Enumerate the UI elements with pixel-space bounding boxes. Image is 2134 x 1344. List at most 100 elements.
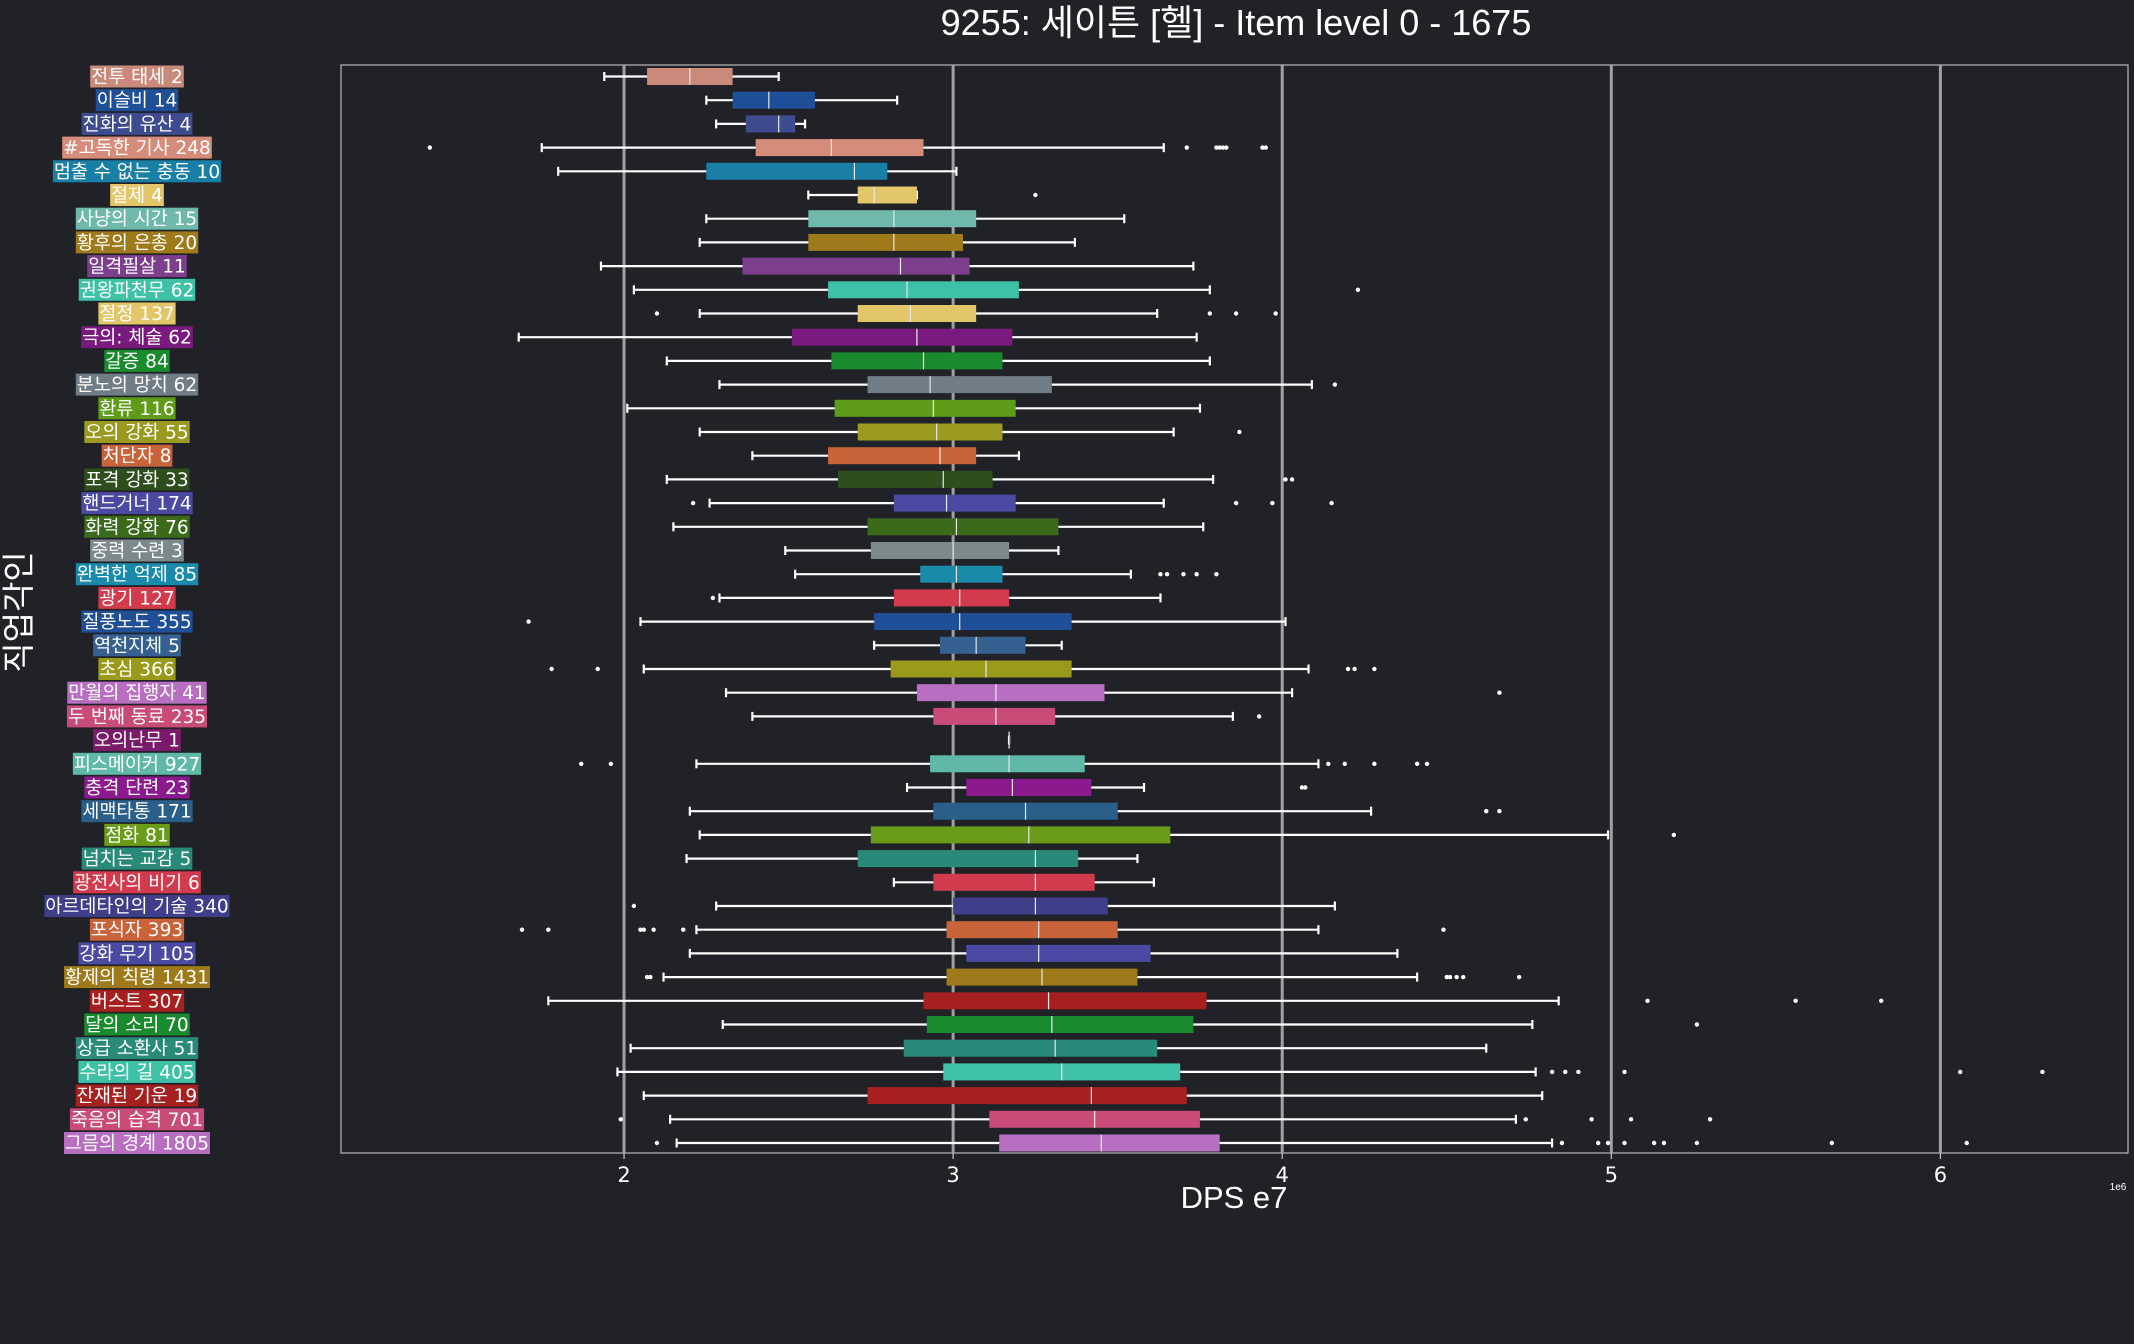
category-label: 광기 127 — [98, 586, 176, 609]
outlier-point — [1595, 1140, 1601, 1146]
category-label-bg — [72, 752, 202, 775]
plot-area — [340, 64, 2129, 1154]
outlier-point — [1707, 1117, 1713, 1122]
outlier-point — [1549, 1069, 1555, 1075]
outlier-point — [654, 311, 660, 316]
box-row — [631, 897, 1336, 915]
category-label-bg — [44, 895, 230, 917]
outlier-point — [1158, 572, 1163, 577]
outlier-point — [1220, 145, 1226, 150]
outlier-point — [1957, 1069, 1963, 1075]
category-label-bg — [81, 800, 193, 823]
iqr-box — [923, 992, 1207, 1010]
outlier-point — [1217, 145, 1222, 150]
category-label: 일격필살 11 — [87, 255, 187, 278]
category-label-text: 버스트 307 — [91, 991, 183, 1012]
category-label-text: 절제 4 — [111, 186, 163, 207]
iqr-box — [903, 1039, 1158, 1057]
outlier-point — [1207, 311, 1213, 316]
category-label-bg — [67, 681, 207, 704]
outlier-point — [1628, 1117, 1634, 1122]
category-label: 달의 소리 70 — [84, 1013, 190, 1036]
category-label-text: 세맥타통 171 — [82, 802, 191, 823]
category-label-bg — [81, 112, 193, 135]
outlier-point — [1622, 1069, 1627, 1075]
outlier-point — [1326, 761, 1331, 766]
category-label-text: 초심 366 — [99, 660, 174, 681]
category-label-bg — [78, 942, 196, 965]
category-label: 충격 단련 23 — [84, 776, 190, 799]
outlier-point — [1303, 785, 1308, 790]
iqr-box — [837, 470, 993, 488]
outlier-point — [1233, 500, 1239, 506]
category-label-bg — [104, 349, 170, 372]
outlier-point — [1878, 998, 1884, 1003]
category-label-text: 아르데타인의 기술 340 — [45, 897, 228, 918]
category-label: 점화 81 — [104, 823, 170, 846]
outlier-point — [1214, 145, 1219, 150]
category-label-text: #고독한 기사 248 — [63, 138, 211, 159]
iqr-box — [890, 660, 1072, 678]
category-label: 질풍노도 355 — [81, 610, 193, 633]
category-label: 피스메이커 927 — [72, 752, 202, 775]
iqr-box — [930, 755, 1085, 773]
category-label-bg — [64, 1132, 210, 1154]
category-label-bg — [93, 729, 181, 752]
box-row — [688, 802, 1502, 820]
iqr-box — [926, 1016, 1194, 1033]
outlier-point — [690, 500, 696, 506]
category-label: 넘치는 교감 5 — [81, 847, 193, 870]
box-row — [892, 873, 1155, 891]
category-label-bg — [73, 871, 201, 894]
outlier-point — [1454, 974, 1459, 980]
outlier-point — [1622, 1140, 1627, 1146]
outlier-point — [1033, 192, 1038, 198]
category-label-bg — [93, 634, 181, 657]
outlier-point — [1355, 287, 1361, 292]
outlier-point — [1414, 761, 1420, 766]
category-label-text: 절정 137 — [99, 304, 174, 325]
category-label: 만월의 집행자 41 — [67, 681, 207, 704]
iqr-box — [828, 281, 1019, 299]
category-label-bg — [101, 444, 173, 467]
box-row — [685, 850, 1139, 868]
category-label-bg — [98, 586, 176, 609]
x-tick-label: 2 — [617, 1163, 630, 1187]
outlier-point — [1444, 974, 1449, 980]
category-label-bg — [81, 492, 193, 515]
iqr-box — [732, 91, 815, 109]
box-row — [616, 1063, 2045, 1081]
box-row — [517, 328, 1198, 346]
category-label-text: 황제의 칙령 1431 — [65, 968, 209, 989]
box-row — [690, 494, 1334, 512]
x-axis-label: DPS e7 — [1181, 1180, 1288, 1215]
outlier-point — [1605, 1140, 1611, 1146]
box-row — [698, 826, 1677, 844]
category-label-text: 환류 116 — [99, 399, 174, 420]
category-label-text: 강화 무기 105 — [79, 944, 194, 965]
category-label: 극의: 체술 62 — [81, 326, 193, 349]
outlier-point — [1447, 974, 1453, 980]
outlier-point — [618, 1117, 623, 1122]
box-row — [626, 399, 1202, 417]
box-row — [665, 352, 1211, 370]
outlier-point — [1372, 666, 1377, 672]
box-row — [807, 186, 1038, 204]
category-label: 수라의 길 405 — [78, 1060, 196, 1083]
box-row — [579, 755, 1430, 773]
iqr-box — [870, 542, 1010, 559]
category-label-text: 포격 강화 33 — [85, 470, 188, 491]
category-label: 절정 137 — [98, 302, 176, 325]
iqr-box — [755, 139, 924, 157]
box-row — [654, 1134, 1969, 1152]
category-label-bg — [89, 918, 185, 941]
category-label: 아르데타인의 기술 340 — [44, 895, 230, 918]
category-label: 오의난무 1 — [93, 729, 181, 752]
iqr-box — [791, 328, 1013, 346]
outlier-point — [1645, 998, 1650, 1003]
category-label-bg — [90, 539, 184, 562]
category-label-text: 넘치는 교감 5 — [83, 849, 192, 870]
category-label: 권왕파천무 62 — [78, 278, 196, 301]
iqr-box — [867, 518, 1059, 536]
box-row — [710, 589, 1162, 607]
